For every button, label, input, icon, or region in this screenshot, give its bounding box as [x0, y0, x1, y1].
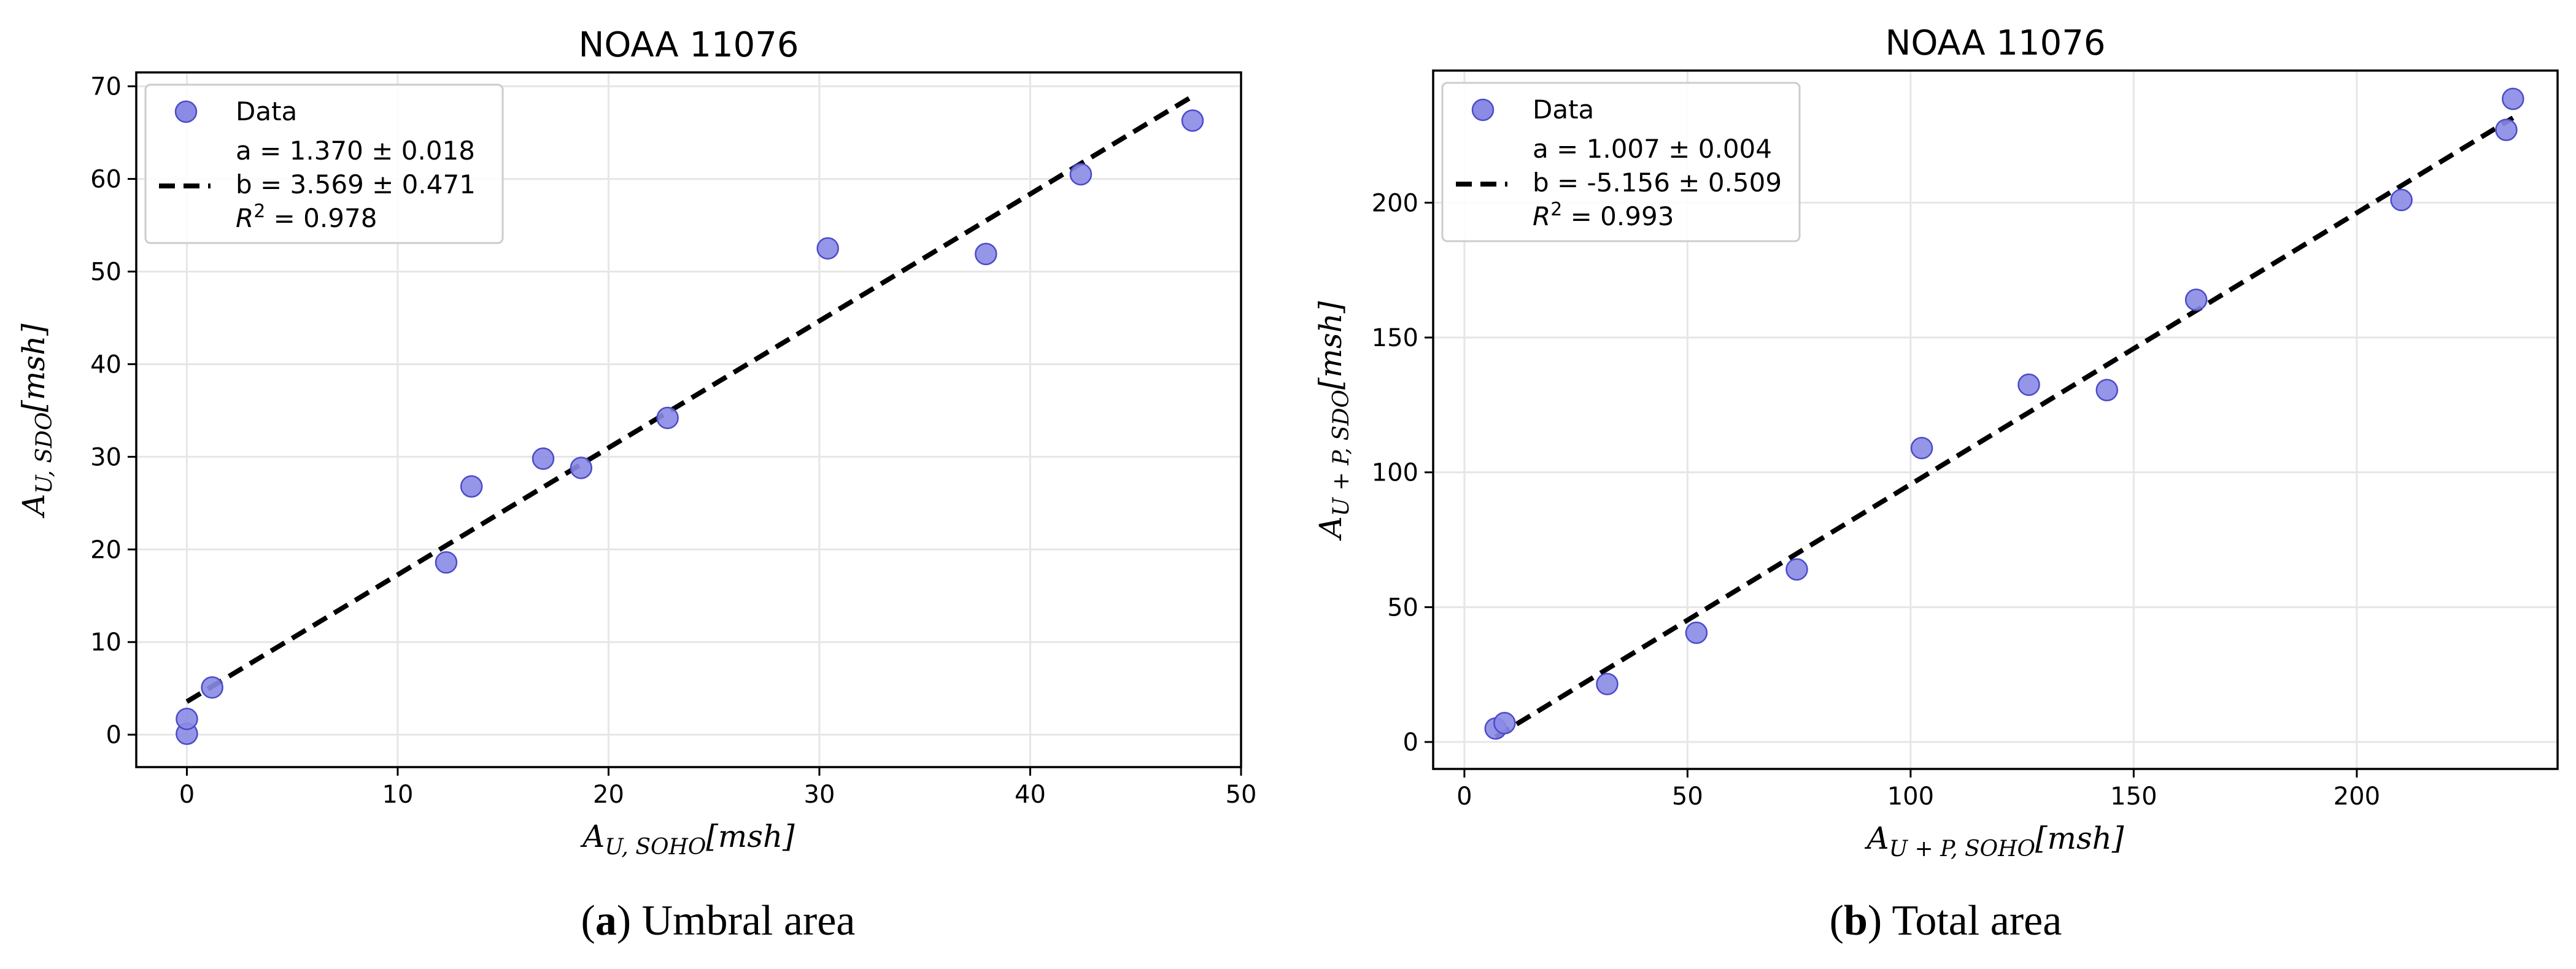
data-point	[435, 551, 458, 574]
legend: Data a = 1.007 ± 0.004 b = -5.156 ± 0.509R…	[1441, 82, 1801, 242]
legend-fit-param: b = -5.156 ± 0.509	[1533, 168, 1782, 198]
chart-title: NOAA 11076	[1885, 23, 2105, 63]
data-point	[532, 447, 555, 470]
legend-box	[144, 83, 504, 244]
y-tick-label: 70	[90, 73, 122, 101]
x-tick-label: 0	[1456, 782, 1472, 811]
y-tick-label: 0	[106, 721, 122, 749]
x-tick-label: 40	[1015, 781, 1046, 809]
y-tick-label: 40	[90, 350, 122, 379]
y-tick-label: 50	[1387, 593, 1418, 622]
x-tick-label: 150	[2110, 782, 2157, 811]
chart-title: NOAA 11076	[578, 25, 799, 65]
y-tick-label: 0	[1403, 728, 1418, 757]
subfigure-caption: (a) Umbral area	[581, 897, 856, 944]
chart-panel-a: 0 10 20 30 40 50 0 10 20 30 40 50 60 70 NOAA 11076 AU, …	[16, 25, 1256, 944]
data-point	[2495, 118, 2518, 141]
data-point	[1685, 621, 1708, 644]
legend-r-squared: R2 = 0.978	[236, 201, 377, 233]
y-tick-label: 30	[90, 443, 122, 471]
legend-marker	[174, 100, 198, 123]
y-tick-label: 200	[1372, 189, 1418, 217]
axes-frame	[135, 71, 1242, 768]
x-tick-label: 30	[804, 781, 835, 809]
data-point	[2390, 188, 2413, 212]
data-point	[460, 475, 483, 498]
subfigure-caption: (b) Total area	[1830, 897, 2062, 944]
x-tick-label: 20	[593, 781, 624, 809]
x-axis-label: AU + P, SOHO[msh]	[1865, 820, 2124, 862]
data-point	[1910, 436, 1933, 460]
legend-label-data: Data	[236, 96, 297, 126]
x-axis-label: AU, SOHO[msh]	[580, 819, 795, 860]
data-point	[2502, 87, 2524, 110]
data-point	[656, 406, 679, 430]
x-tick-label: 50	[1226, 781, 1257, 809]
x-tick-label: 200	[2334, 782, 2380, 811]
x-tick-label: 10	[382, 781, 414, 809]
y-axis-label: AU, SDO[msh]	[16, 323, 57, 519]
data-point	[201, 676, 223, 699]
legend-r-squared: R2 = 0.993	[1533, 199, 1674, 231]
legend-fit-param: b = 3.569 ± 0.471	[236, 169, 476, 199]
data-point	[1596, 673, 1619, 695]
y-tick-label: 100	[1372, 459, 1418, 487]
x-tick-label: 50	[1672, 782, 1703, 811]
y-tick-label: 20	[90, 536, 122, 564]
y-tick-label: 50	[90, 258, 122, 287]
data-point	[975, 242, 997, 266]
data-point	[816, 237, 839, 260]
legend-label-data: Data	[1533, 95, 1594, 125]
y-tick-label: 10	[90, 628, 122, 657]
y-tick-label: 150	[1372, 324, 1418, 352]
data-point	[1069, 163, 1093, 186]
data-point	[1493, 712, 1516, 735]
legend-marker	[1471, 98, 1495, 122]
legend-box	[1441, 82, 1801, 242]
fit-line	[1494, 115, 2515, 739]
data-point	[2017, 373, 2040, 396]
y-tick-label: 60	[90, 166, 122, 194]
data-point	[2184, 288, 2208, 311]
data-point	[2095, 379, 2118, 401]
legend-fit-param: a = 1.007 ± 0.004	[1533, 134, 1772, 164]
chart-panel-b: 0 50 100 150 200 0 50 100 150 200 NOAA 11076 AU + P…	[1313, 23, 2559, 944]
y-axis-label: AU + P, SDO[msh]	[1313, 301, 1354, 541]
x-tick-label: 0	[179, 781, 195, 809]
legend-fit-param: a = 1.370 ± 0.018	[236, 136, 475, 166]
data-point	[1181, 109, 1204, 132]
x-tick-label: 100	[1887, 782, 1934, 811]
data-point	[570, 457, 593, 479]
data-point	[176, 708, 198, 730]
data-point	[1785, 558, 1808, 581]
axes-frame	[1432, 69, 2559, 770]
